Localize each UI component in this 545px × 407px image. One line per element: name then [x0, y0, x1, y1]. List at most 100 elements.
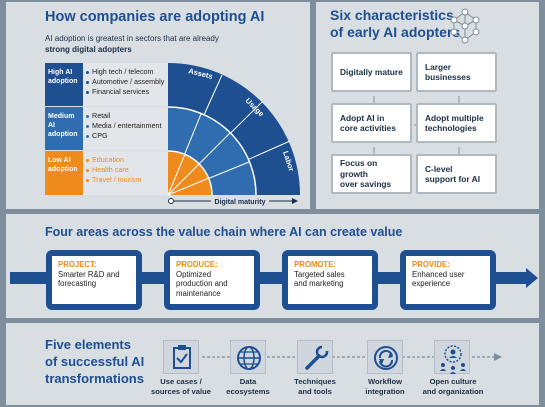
list-item: Automotive / assembly — [86, 77, 166, 87]
characteristic-line: businesses — [425, 72, 471, 82]
list-item: Retail — [86, 111, 166, 121]
element-icon-box — [163, 340, 199, 374]
element-icon-box — [297, 340, 333, 374]
value-area-line: maintenance — [176, 288, 221, 298]
value-chain-band — [376, 272, 402, 284]
characteristic-line: Adopt AI in — [340, 112, 385, 123]
value-area-line: and marketing — [294, 279, 344, 288]
elements-title: Five elements of successful AI transform… — [45, 336, 144, 387]
value-chain-band — [140, 272, 166, 284]
list-item: Health care — [86, 165, 166, 175]
cycle-arrows-icon — [374, 346, 398, 370]
axis-arrow — [292, 198, 298, 204]
adoption-row-sectors-medium: Retail Media / entertainment CPG — [83, 107, 169, 150]
network-icon — [450, 8, 480, 44]
arc-spoke — [167, 177, 210, 196]
characteristic-line: Digitally mature — [340, 66, 403, 77]
element-label-workflow: Workflow integration — [349, 377, 421, 396]
value-chain-title: Four areas across the value chain where … — [45, 225, 403, 239]
adoption-row-sectors-high: High tech / telecom Automotive / assembl… — [83, 63, 169, 106]
arc-separator — [167, 150, 213, 196]
list-item: CPG — [86, 131, 166, 141]
characteristic-adopt-ai-core: Adopt AI in core activities — [331, 103, 412, 143]
arc-spoke — [167, 153, 186, 196]
characteristic-line: C-level — [425, 163, 453, 174]
value-area-label: PROVIDE: — [412, 260, 450, 269]
element-label-line: integration — [365, 386, 405, 396]
list-item: High tech / telecom — [86, 67, 166, 77]
adoption-row-label-low: Low AI adoption — [45, 151, 83, 195]
element-label-line: sources of value — [151, 386, 211, 396]
value-area-project: PROJECT: Smarter R&D and forecasting — [46, 250, 142, 310]
value-area-line: Targeted sales — [294, 269, 345, 279]
elements-connector-arrow — [494, 353, 502, 361]
value-area-line: Smarter R&D and — [58, 269, 120, 279]
adoption-subtitle-line-1: AI adoption is greatest in sectors that … — [45, 34, 219, 43]
globe-icon — [237, 346, 261, 370]
elements-title-line-2: of successful AI — [45, 354, 145, 369]
characteristics-title-line-1: Six characteristics — [330, 7, 454, 23]
characteristics-title-line-2: of early AI adopters — [330, 24, 461, 40]
element-label-use-cases: Use cases / sources of value — [145, 377, 217, 396]
characteristic-larger-businesses: Larger businesses — [416, 52, 497, 92]
value-area-produce: PRODUCE: Optimized production and mainte… — [164, 250, 260, 310]
adoption-subtitle: AI adoption is greatest in sectors that … — [45, 33, 219, 55]
list-item: Travel / tourism — [86, 175, 166, 185]
axis-start-dot — [168, 198, 174, 204]
element-label-line: and organization — [422, 386, 484, 396]
value-chain-band-left — [10, 272, 48, 284]
axis-label: Digital maturity — [215, 199, 266, 206]
value-chain-band-right — [494, 272, 528, 284]
characteristic-multiple-technologies: Adopt multiple technologies — [416, 103, 497, 143]
element-label-line: Use cases / — [160, 377, 202, 386]
axis-label-bg — [211, 196, 269, 206]
value-area-line: experience — [412, 279, 451, 288]
element-icon-box — [367, 340, 403, 374]
characteristics-title: Six characteristics of early AI adopters — [330, 7, 460, 41]
value-area-promote: PROMOTE: Targeted sales and marketing — [282, 250, 378, 310]
list-item: Financial services — [86, 87, 166, 97]
arc-spoke — [167, 163, 200, 196]
value-area-label: PROJECT: — [58, 260, 97, 269]
people-network-icon — [440, 345, 466, 374]
element-label-line: and tools — [298, 386, 332, 396]
value-chain-band — [258, 272, 284, 284]
element-label-line: Techniques — [294, 377, 336, 386]
value-area-label: PRODUCE: — [176, 260, 218, 269]
adoption-subtitle-line-2: strong digital adopters — [45, 45, 132, 54]
list-item: Education — [86, 155, 166, 165]
value-area-label: PROMOTE: — [294, 260, 337, 269]
list-item: Media / entertainment — [86, 121, 166, 131]
value-area-provide: PROVIDE: Enhanced user experience — [400, 250, 496, 310]
element-label-data-ecosystems: Data ecosystems — [212, 377, 284, 396]
adoption-title: How companies are adopting AI — [45, 9, 265, 25]
element-label-line: Open culture — [429, 377, 477, 386]
value-area-line: forecasting — [58, 279, 97, 288]
value-area-line: production and — [176, 279, 228, 288]
characteristic-clevel-support: C-level support for AI — [416, 154, 497, 194]
adoption-row-sectors-low: Education Health care Travel / tourism — [83, 151, 169, 195]
element-icon-box — [230, 340, 266, 374]
characteristic-line: core activities — [340, 123, 396, 133]
elements-title-line-3: transformations — [45, 371, 144, 386]
characteristic-line: Larger — [425, 61, 452, 72]
arc-separator — [167, 106, 257, 196]
characteristic-growth-over-savings: Focus on growth over savings — [331, 154, 412, 194]
adoption-row-label-high: High AI adoption — [45, 63, 83, 106]
characteristic-line: over savings — [340, 179, 392, 190]
element-label-line: Workflow — [367, 377, 403, 386]
element-label-techniques: Techniques and tools — [279, 377, 351, 396]
characteristic-digitally-mature: Digitally mature — [331, 52, 412, 92]
wrench-icon — [305, 345, 329, 370]
element-label-line: Data — [239, 377, 257, 386]
value-area-line: Optimized — [176, 269, 212, 279]
element-icon-box — [434, 340, 470, 374]
value-chain-arrow-icon — [526, 268, 538, 288]
elements-title-line-1: Five elements — [45, 337, 131, 352]
element-label-line: ecosystems — [226, 386, 270, 396]
characteristic-line: Focus on growth — [340, 158, 378, 179]
characteristic-line: technologies — [425, 123, 477, 133]
characteristic-line: Adopt multiple — [425, 112, 484, 123]
